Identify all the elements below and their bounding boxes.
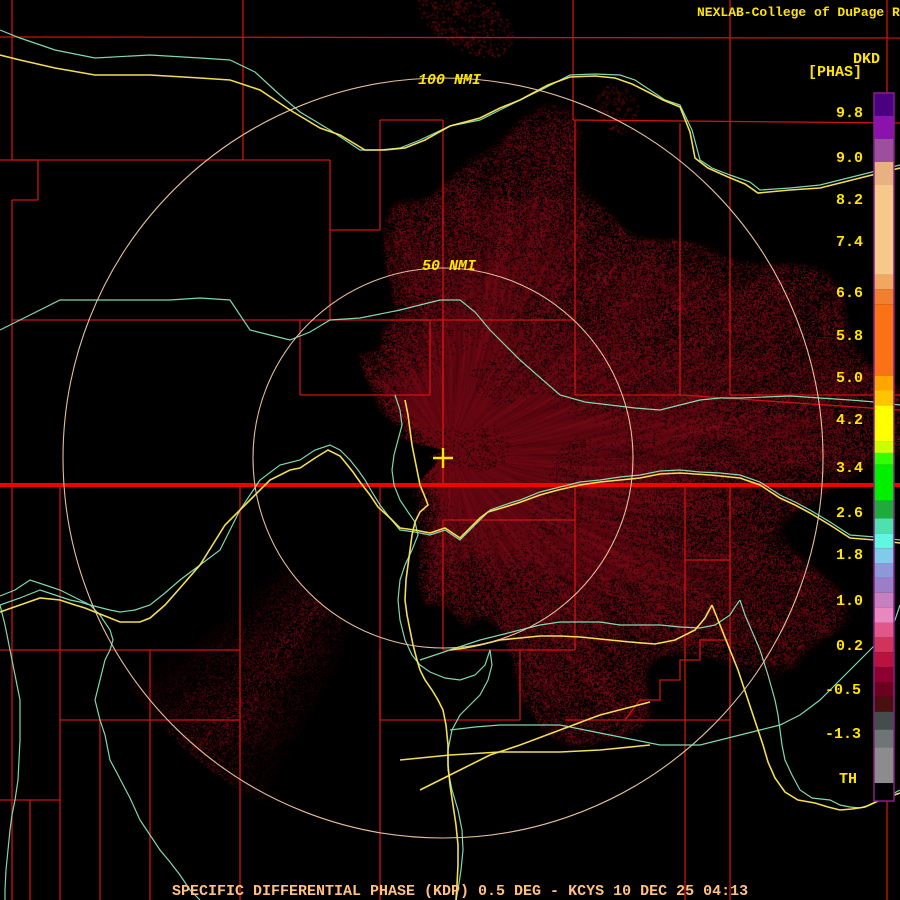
svg-text:8.2: 8.2 [836, 192, 863, 209]
svg-text:2.6: 2.6 [836, 505, 863, 522]
svg-text:7.4: 7.4 [836, 234, 863, 251]
svg-text:5.0: 5.0 [836, 370, 863, 387]
svg-text:9.8: 9.8 [836, 105, 863, 122]
svg-text:1.8: 1.8 [836, 547, 863, 564]
svg-text:3.4: 3.4 [836, 460, 863, 477]
svg-text:-1.3: -1.3 [825, 726, 861, 743]
svg-text:5.8: 5.8 [836, 328, 863, 345]
svg-text:6.6: 6.6 [836, 285, 863, 302]
svg-text:NEXLAB-College of DuPage R: NEXLAB-College of DuPage R [697, 5, 900, 20]
svg-text:9.0: 9.0 [836, 150, 863, 167]
svg-text:TH: TH [839, 771, 857, 788]
svg-text:1.0: 1.0 [836, 593, 863, 610]
svg-text:SPECIFIC DIFFERENTIAL PHASE (K: SPECIFIC DIFFERENTIAL PHASE (KDP) 0.5 DE… [172, 883, 748, 900]
svg-text:[PHAS]: [PHAS] [808, 64, 862, 81]
svg-text:50 NMI: 50 NMI [422, 258, 477, 275]
svg-text:100 NMI: 100 NMI [418, 72, 482, 89]
svg-text:4.2: 4.2 [836, 412, 863, 429]
svg-text:-0.5: -0.5 [825, 682, 861, 699]
svg-text:0.2: 0.2 [836, 638, 863, 655]
